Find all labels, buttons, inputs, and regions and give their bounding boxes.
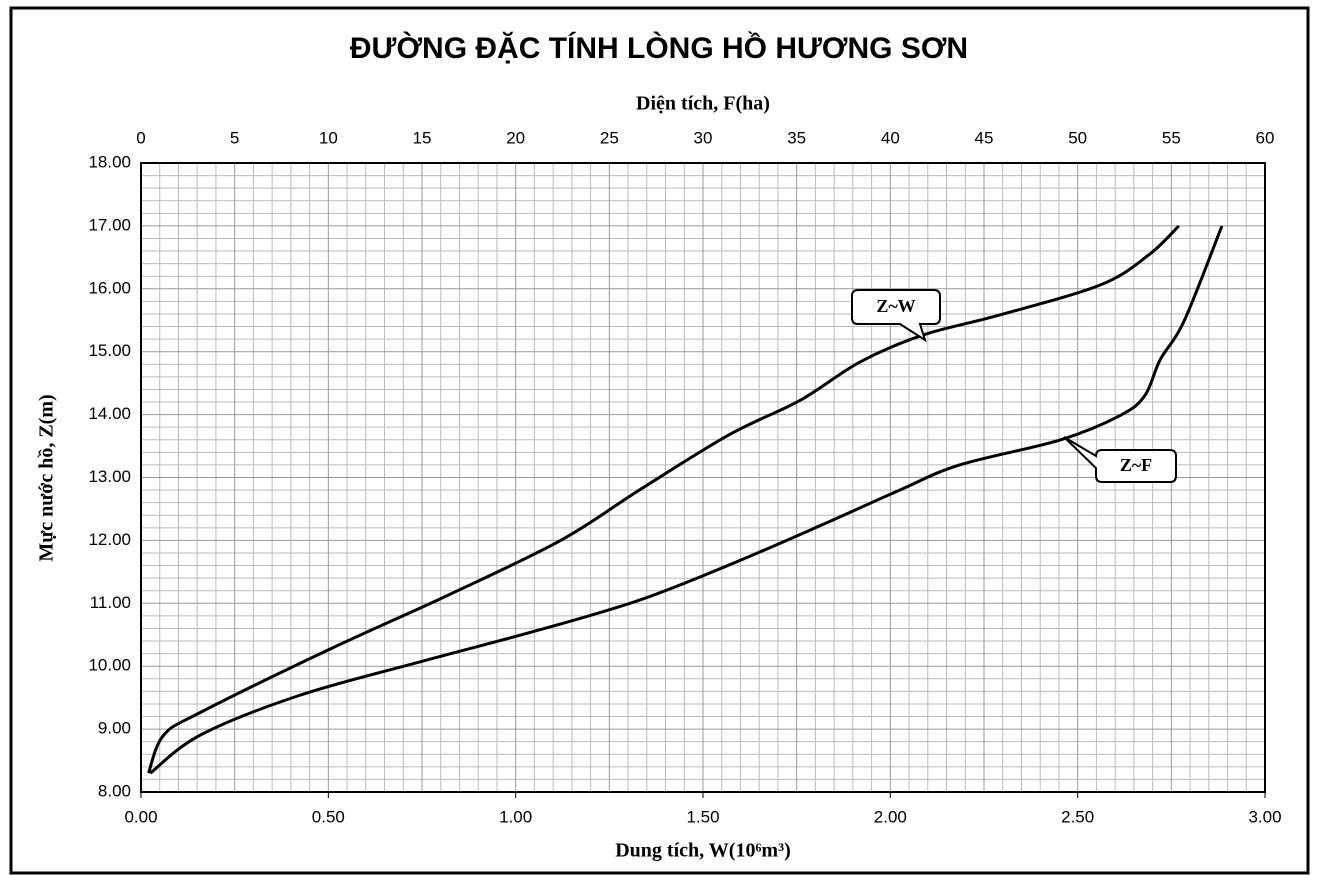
y-tick-label: 14.00 [88, 404, 131, 423]
y-tick-label: 9.00 [98, 719, 131, 738]
y-tick-label: 17.00 [88, 215, 131, 234]
x2-tick-label: 45 [975, 128, 994, 147]
x-tick-label: 0.50 [312, 807, 345, 826]
x2-tick-label: 15 [413, 128, 432, 147]
x-tick-label: 0.00 [124, 807, 157, 826]
x-axis-label: Dung tích, W(10⁶m³) [615, 840, 791, 862]
x2-tick-label: 55 [1162, 128, 1181, 147]
x-tick-label: 1.50 [686, 807, 719, 826]
x2-tick-label: 35 [787, 128, 806, 147]
y-tick-label: 11.00 [90, 593, 131, 612]
y-tick-label: 12.00 [88, 530, 131, 549]
x2-tick-label: 20 [506, 128, 525, 147]
y-tick-label: 18.00 [88, 152, 131, 171]
x2-tick-label: 40 [881, 128, 900, 147]
x-tick-label: 2.00 [874, 807, 907, 826]
series-line [147, 224, 1180, 774]
x2-axis-label: Diện tích, F(ha) [636, 93, 770, 115]
y-tick-label: 8.00 [98, 781, 131, 800]
legend-label: Z~F [1120, 455, 1152, 475]
x2-tick-label: 30 [694, 128, 713, 147]
plot-frame [140, 162, 1266, 793]
legend-label: Z~W [876, 296, 915, 316]
y-tick-label: 13.00 [88, 467, 131, 486]
chart-frame [9, 6, 1310, 875]
x2-tick-label: 10 [319, 128, 338, 147]
chart-title: ĐƯỜNG ĐẶC TÍNH LÒNG HỒ HƯƠNG SƠN [350, 31, 968, 65]
x-tick-label: 2.50 [1061, 807, 1094, 826]
x2-tick-label: 60 [1256, 128, 1275, 147]
x2-tick-label: 0 [136, 128, 145, 147]
x2-tick-label: 25 [600, 128, 619, 147]
x-tick-label: 3.00 [1248, 807, 1281, 826]
callout-box [1063, 436, 1177, 483]
x-tick-label: 1.00 [499, 807, 532, 826]
y-tick-label: 16.00 [88, 278, 131, 297]
x2-tick-label: 50 [1068, 128, 1087, 147]
y-tick-label: 15.00 [88, 341, 131, 360]
y-axis-label: Mực nước hồ, Z(m) [36, 394, 58, 561]
y-tick-label: 10.00 [88, 656, 131, 675]
x2-tick-label: 5 [230, 128, 239, 147]
series-line [149, 225, 1224, 775]
callout-box [851, 289, 941, 343]
